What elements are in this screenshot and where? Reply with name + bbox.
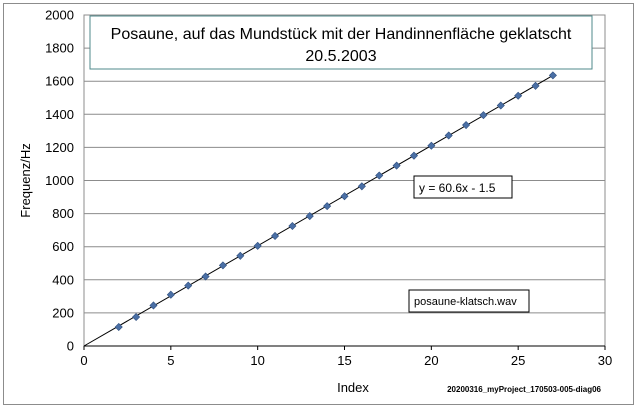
data-point [305,212,314,221]
data-point [531,81,540,90]
data-point [496,101,505,110]
y-tick-label: 2000 [45,8,74,23]
data-points [114,71,557,331]
title-box: Posaune, auf das Mundstück mit der Handi… [89,15,593,70]
filename-label: posaune-klatsch.wav [414,296,517,308]
x-tick-label: 10 [250,353,264,368]
data-point [409,151,418,160]
x-tick-label: 20 [424,353,438,368]
data-point [514,91,523,100]
data-point [357,182,366,191]
trendline [83,75,554,347]
y-tick-label: 800 [52,206,74,221]
y-tick-label: 200 [52,305,74,320]
data-point [149,301,158,310]
y-tick-label: 1400 [45,107,74,122]
data-point [323,202,332,211]
chart-subtitle-date: 20.5.2003 [305,48,376,65]
y-tick-label: 1200 [45,140,74,155]
y-axis-title: Frequenz/Hz [18,143,33,217]
x-tick-label: 15 [337,353,351,368]
data-point [201,272,210,281]
data-point [375,171,384,180]
footer-note: 20200316_myProject_170503-005-diag06 [447,385,601,394]
filename-box: posaune-klatsch.wav [408,289,530,313]
x-tick-label: 5 [167,353,174,368]
data-point [462,121,471,130]
data-point [444,131,453,140]
data-point [340,192,349,201]
x-tick-label: 25 [511,353,525,368]
y-tick-label: 0 [67,339,74,354]
chart-title: Posaune, auf das Mundstück mit der Handi… [111,26,572,43]
data-point [253,241,262,250]
data-point [288,221,297,231]
x-tick-label: 0 [80,353,87,368]
data-point [479,111,488,120]
trendline-equation: y = 60.6x - 1.5 [419,181,496,195]
chart-frame: 0 200 400 600 800 1000 1200 1400 1600 1800 2000 0 5… [3,3,634,405]
equation-box: y = 60.6x - 1.5 [413,175,513,199]
y-tick-label: 400 [52,272,74,287]
data-point [427,141,436,150]
data-point [271,231,280,240]
data-point [114,322,123,331]
y-tick-label: 1600 [45,74,74,89]
y-axis: 0 200 400 600 800 1000 1200 1400 1600 1800 2000 [45,8,74,354]
y-tick-label: 1800 [45,41,74,56]
data-point [184,281,193,290]
y-tick-label: 1000 [45,173,74,188]
x-axis: 0 5 10 15 20 25 30 [80,345,612,368]
data-point [166,290,175,299]
chart: 0 200 400 600 800 1000 1200 1400 1600 1800 2000 0 5… [18,8,612,396]
x-axis-title: Index [337,380,369,395]
y-tick-label: 600 [52,239,74,254]
data-point [236,251,245,260]
x-tick-label: 30 [598,353,612,368]
data-point [132,313,141,322]
data-point [392,161,401,170]
data-point [548,71,557,80]
data-point [218,261,227,270]
